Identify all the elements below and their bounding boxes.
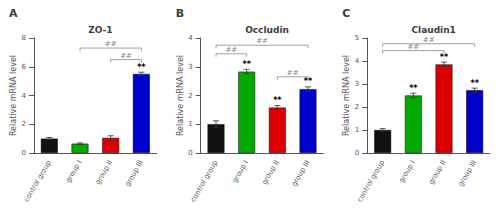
svg-text:0: 0 bbox=[188, 149, 192, 157]
svg-text:Relative mRNA level: Relative mRNA level bbox=[9, 55, 18, 136]
svg-text:Relative mRNA level: Relative mRNA level bbox=[342, 55, 351, 136]
svg-text:##: ## bbox=[256, 37, 268, 45]
svg-text:6: 6 bbox=[22, 63, 27, 71]
svg-text:2: 2 bbox=[22, 120, 26, 128]
svg-text:8: 8 bbox=[22, 34, 26, 42]
svg-text:control group: control group bbox=[23, 159, 54, 204]
svg-text:0: 0 bbox=[355, 149, 359, 157]
svg-text:1: 1 bbox=[188, 120, 192, 128]
svg-text:ZO-1: ZO-1 bbox=[88, 25, 112, 35]
svg-text:group III: group III bbox=[457, 159, 478, 188]
svg-text:group I: group I bbox=[64, 159, 83, 184]
svg-text:control group: control group bbox=[356, 159, 387, 204]
svg-text:group I: group I bbox=[398, 159, 417, 184]
svg-text:3: 3 bbox=[355, 80, 359, 88]
svg-text:**: ** bbox=[242, 60, 251, 69]
svg-text:##: ## bbox=[423, 36, 435, 44]
svg-text:Claudin1: Claudin1 bbox=[411, 25, 455, 35]
svg-text:##: ## bbox=[287, 69, 299, 77]
svg-text:B: B bbox=[176, 7, 184, 20]
svg-text:2: 2 bbox=[355, 103, 359, 111]
svg-text:A: A bbox=[9, 7, 18, 20]
svg-text:##: ## bbox=[225, 46, 237, 54]
svg-text:**: ** bbox=[409, 84, 418, 93]
svg-text:group I: group I bbox=[231, 159, 250, 184]
svg-text:C: C bbox=[342, 7, 350, 20]
svg-text:4: 4 bbox=[355, 57, 360, 65]
svg-text:**: ** bbox=[304, 77, 313, 86]
svg-text:group II: group II bbox=[94, 159, 114, 186]
svg-text:**: ** bbox=[470, 79, 479, 88]
svg-text:2: 2 bbox=[188, 92, 192, 100]
svg-text:3: 3 bbox=[188, 63, 192, 71]
svg-text:Occludin: Occludin bbox=[245, 25, 289, 35]
svg-text:##: ## bbox=[105, 40, 117, 48]
svg-text:1: 1 bbox=[355, 126, 359, 134]
svg-text:group III: group III bbox=[290, 159, 311, 188]
svg-text:5: 5 bbox=[355, 34, 359, 42]
svg-text:group II: group II bbox=[427, 159, 447, 186]
svg-text:4: 4 bbox=[22, 92, 27, 100]
svg-text:group II: group II bbox=[261, 159, 281, 186]
svg-text:0: 0 bbox=[22, 149, 26, 157]
svg-text:group III: group III bbox=[124, 159, 145, 188]
svg-text:4: 4 bbox=[188, 34, 193, 42]
svg-text:**: ** bbox=[273, 96, 282, 105]
svg-text:**: ** bbox=[137, 63, 146, 72]
svg-text:control group: control group bbox=[189, 159, 220, 204]
svg-text:Relative mRNA level: Relative mRNA level bbox=[176, 55, 185, 136]
svg-text:**: ** bbox=[440, 53, 449, 62]
svg-text:##: ## bbox=[120, 52, 132, 60]
